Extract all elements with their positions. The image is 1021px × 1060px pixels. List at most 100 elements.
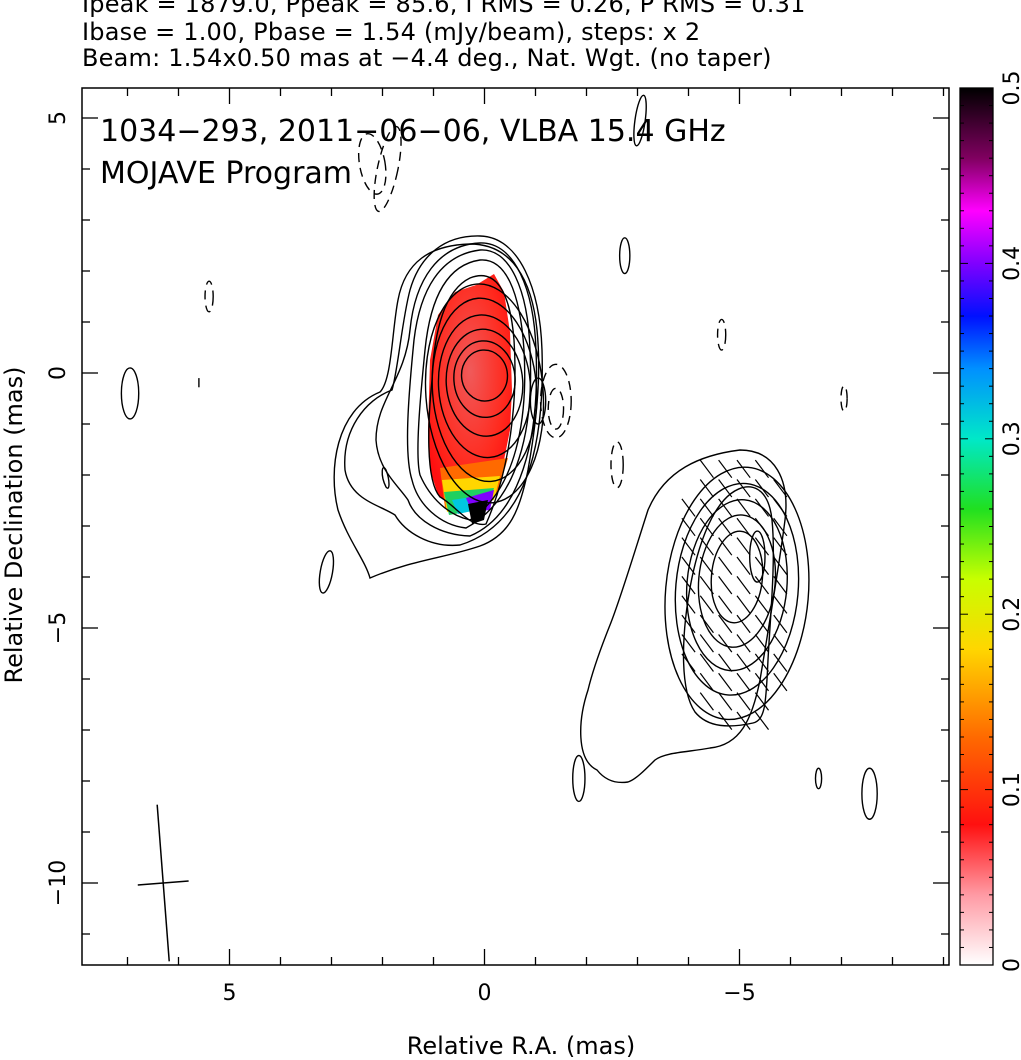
- evpa-vector: [754, 634, 770, 653]
- colorbar-tick-label: 0.2: [1000, 597, 1021, 632]
- evpa-vector: [736, 556, 751, 575]
- evpa-vector: [718, 479, 733, 498]
- evpa-vector: [736, 653, 751, 672]
- evpa-vector: [736, 595, 751, 614]
- y-axis-label: Relative Declination (mas): [0, 366, 28, 683]
- evpa-vector: [681, 634, 696, 653]
- negative-contours: [204, 125, 848, 489]
- evpa-vector: [699, 498, 714, 517]
- evpa-vector: [736, 479, 751, 498]
- evpa-vector: [773, 653, 788, 672]
- intensity-contour: [428, 274, 516, 526]
- evpa-vector: [736, 575, 751, 595]
- polarization-core-region: [428, 274, 512, 505]
- polarization-vectors: [681, 459, 788, 730]
- evpa-vector: [718, 595, 733, 614]
- colorbar-tick-labels: 0 0.1 0.2 0.3 0.4 0.5: [1000, 71, 1021, 973]
- negative-contour: [716, 318, 727, 351]
- secondary-contour: [674, 482, 800, 696]
- evpa-vector: [681, 595, 696, 614]
- evpa-vector: [699, 459, 714, 479]
- evpa-vector: [681, 653, 696, 672]
- noise-contour: [814, 767, 823, 790]
- evpa-vector: [754, 692, 770, 711]
- noise-contour: [318, 550, 335, 594]
- evpa-vector: [718, 498, 733, 517]
- evpa-vector: [699, 653, 714, 672]
- evpa-vector: [754, 459, 770, 479]
- y-tick-label: 0: [46, 366, 71, 380]
- evpa-vector: [754, 614, 770, 634]
- core-contour: [460, 349, 509, 402]
- beam-marker: [137, 804, 189, 962]
- negative-contour: [539, 363, 572, 439]
- secondary-contour: [685, 498, 788, 672]
- evpa-vector: [699, 672, 714, 692]
- evpa-vector: [718, 711, 733, 730]
- evpa-vector: [773, 575, 788, 595]
- evpa-vector: [681, 537, 696, 556]
- evpa-vector: [681, 575, 696, 595]
- noise-contour: [633, 94, 647, 147]
- evpa-vector: [736, 498, 751, 517]
- evpa-vector: [754, 595, 770, 614]
- map-annotation-line-2: MOJAVE Program: [100, 156, 352, 191]
- negative-contour: [373, 125, 402, 213]
- plot-frame: [81, 87, 950, 966]
- evpa-vector: [681, 614, 696, 634]
- secondary-contour: [710, 530, 764, 624]
- evpa-vector: [718, 614, 733, 634]
- secondary-contour: [664, 466, 810, 721]
- evpa-vector: [718, 517, 733, 537]
- negative-contour: [610, 441, 624, 489]
- intensity-contour: [406, 249, 532, 529]
- evpa-vector: [736, 459, 751, 479]
- evpa-vector: [699, 614, 714, 634]
- evpa-vector: [718, 459, 733, 479]
- x-axis-label: Relative R.A. (mas): [407, 1032, 635, 1060]
- noise-contour: [120, 367, 140, 420]
- evpa-vector: [718, 653, 733, 672]
- x-tick-label: 0: [478, 981, 492, 1006]
- evpa-vector: [699, 517, 714, 537]
- axis-tick-labels: 5 0 −5 5 0 −5 −10: [46, 111, 756, 1006]
- evpa-vector: [773, 498, 788, 517]
- evpa-vector: [736, 692, 751, 711]
- y-tick-label: 5: [46, 111, 71, 125]
- noise-contour: [618, 237, 631, 275]
- evpa-vector: [754, 498, 770, 517]
- evpa-vector: [754, 653, 770, 672]
- evpa-vector: [754, 575, 770, 595]
- evpa-vector: [754, 711, 770, 730]
- colorbar-tick-label: 0.3: [1000, 421, 1021, 456]
- negative-contour: [547, 387, 565, 430]
- y-tick-label: −10: [46, 860, 71, 906]
- colorbar-tick-label: 0: [1000, 958, 1021, 972]
- intensity-contour: [333, 243, 540, 579]
- evpa-vector: [736, 711, 751, 730]
- map-annotation-line-1: 1034−293, 2011−06−06, VLBA 15.4 GHz: [100, 114, 726, 149]
- evpa-vector: [699, 479, 714, 498]
- axis-ticks: [82, 88, 949, 965]
- x-tick-label: −5: [723, 981, 755, 1006]
- evpa-vector: [699, 634, 714, 653]
- evpa-vector: [681, 556, 696, 575]
- evpa-vector: [736, 614, 751, 634]
- noise-contour: [748, 530, 766, 583]
- secondary-contour: [697, 514, 777, 648]
- evpa-vector: [699, 556, 714, 575]
- colorbar-tick-label: 0.1: [1000, 772, 1021, 807]
- evpa-vector: [718, 537, 733, 556]
- negative-contour: [840, 385, 848, 412]
- noise-contour: [529, 377, 547, 425]
- evpa-vector: [736, 634, 751, 653]
- evpa-vector: [699, 537, 714, 556]
- negative-contour: [204, 280, 214, 313]
- colorbar: [959, 87, 994, 966]
- intensity-contour: [381, 466, 390, 489]
- evpa-vector: [718, 575, 733, 595]
- evpa-vector: [699, 692, 714, 711]
- x-tick-label: 5: [223, 981, 237, 1006]
- intensity-contour: [417, 259, 526, 521]
